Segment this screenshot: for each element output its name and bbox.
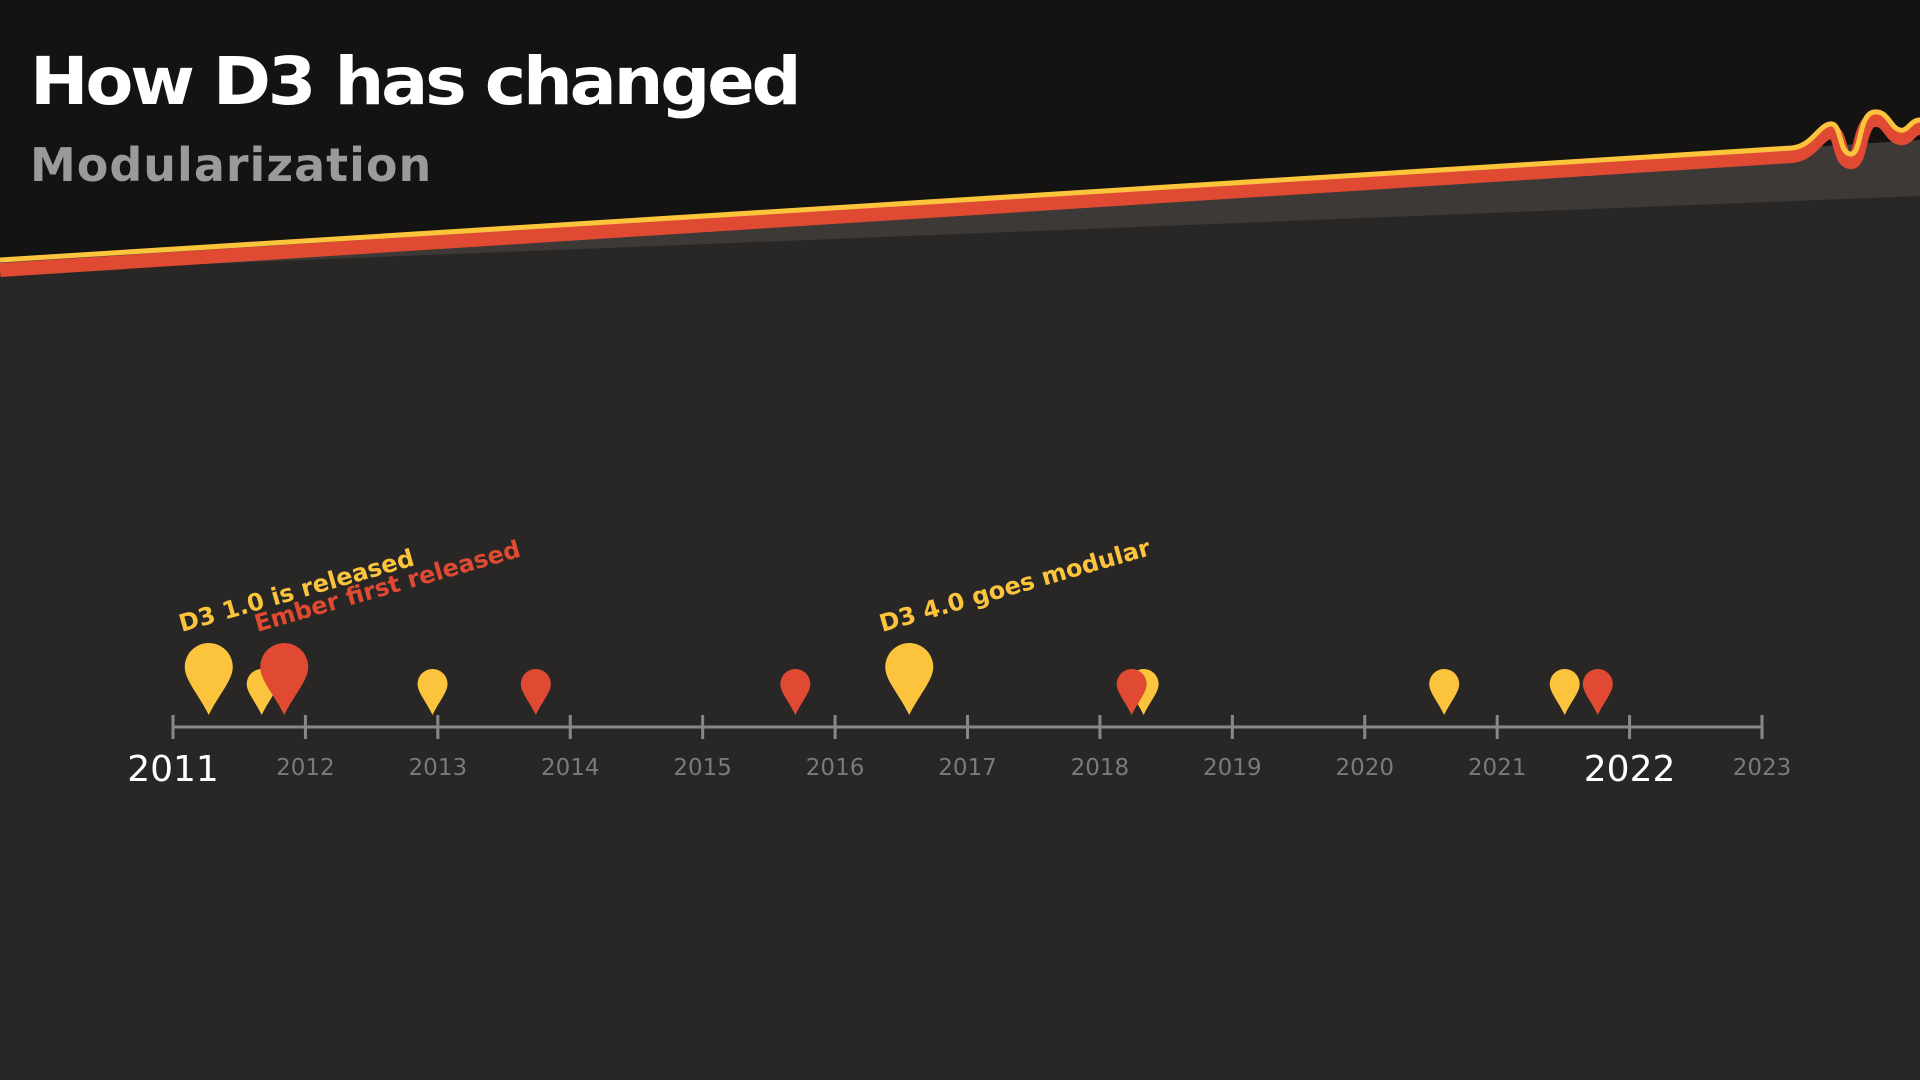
tick-label-2011: 2011 xyxy=(127,749,219,790)
marker-ember-1 xyxy=(260,643,309,715)
yellow-stripe xyxy=(0,109,1920,263)
tick-label-2018: 2018 xyxy=(1071,755,1130,781)
tick-label-2015: 2015 xyxy=(673,755,732,781)
tick-label-2016: 2016 xyxy=(806,755,865,781)
page-subtitle: Modularization xyxy=(30,138,433,192)
tick-label-2013: 2013 xyxy=(409,755,468,781)
marker-ember-4 xyxy=(1116,669,1147,715)
tick-label-2019: 2019 xyxy=(1203,755,1262,781)
tick-label-2021: 2021 xyxy=(1468,755,1527,781)
marker-ember-2 xyxy=(520,669,551,715)
tick-label-2014: 2014 xyxy=(541,755,600,781)
tick-label-2023: 2023 xyxy=(1733,755,1792,781)
marker-d3-1 xyxy=(184,643,233,715)
tick-label-2022: 2022 xyxy=(1584,749,1676,790)
tick-label-2017: 2017 xyxy=(938,755,997,781)
marker-ember-5 xyxy=(1582,669,1613,715)
page-title: How D3 has changed xyxy=(30,43,802,120)
tick-label-2012: 2012 xyxy=(276,755,335,781)
marker-d3-7 xyxy=(1549,669,1580,715)
tick-label-2020: 2020 xyxy=(1335,755,1394,781)
dark-top-region xyxy=(0,0,1920,263)
timeline-ticks: 2011 2012 2013 2014 2015 2016 2017 2018 2019 2020… xyxy=(127,715,1791,790)
marker-d3-3 xyxy=(417,669,448,715)
marker-ember-3 xyxy=(780,669,811,715)
annotation-d3-4: D3 4.0 goes modular xyxy=(876,534,1153,638)
timeline-markers xyxy=(184,643,1613,715)
marker-d3-6 xyxy=(1429,669,1460,715)
marker-d3-4 xyxy=(885,643,934,715)
